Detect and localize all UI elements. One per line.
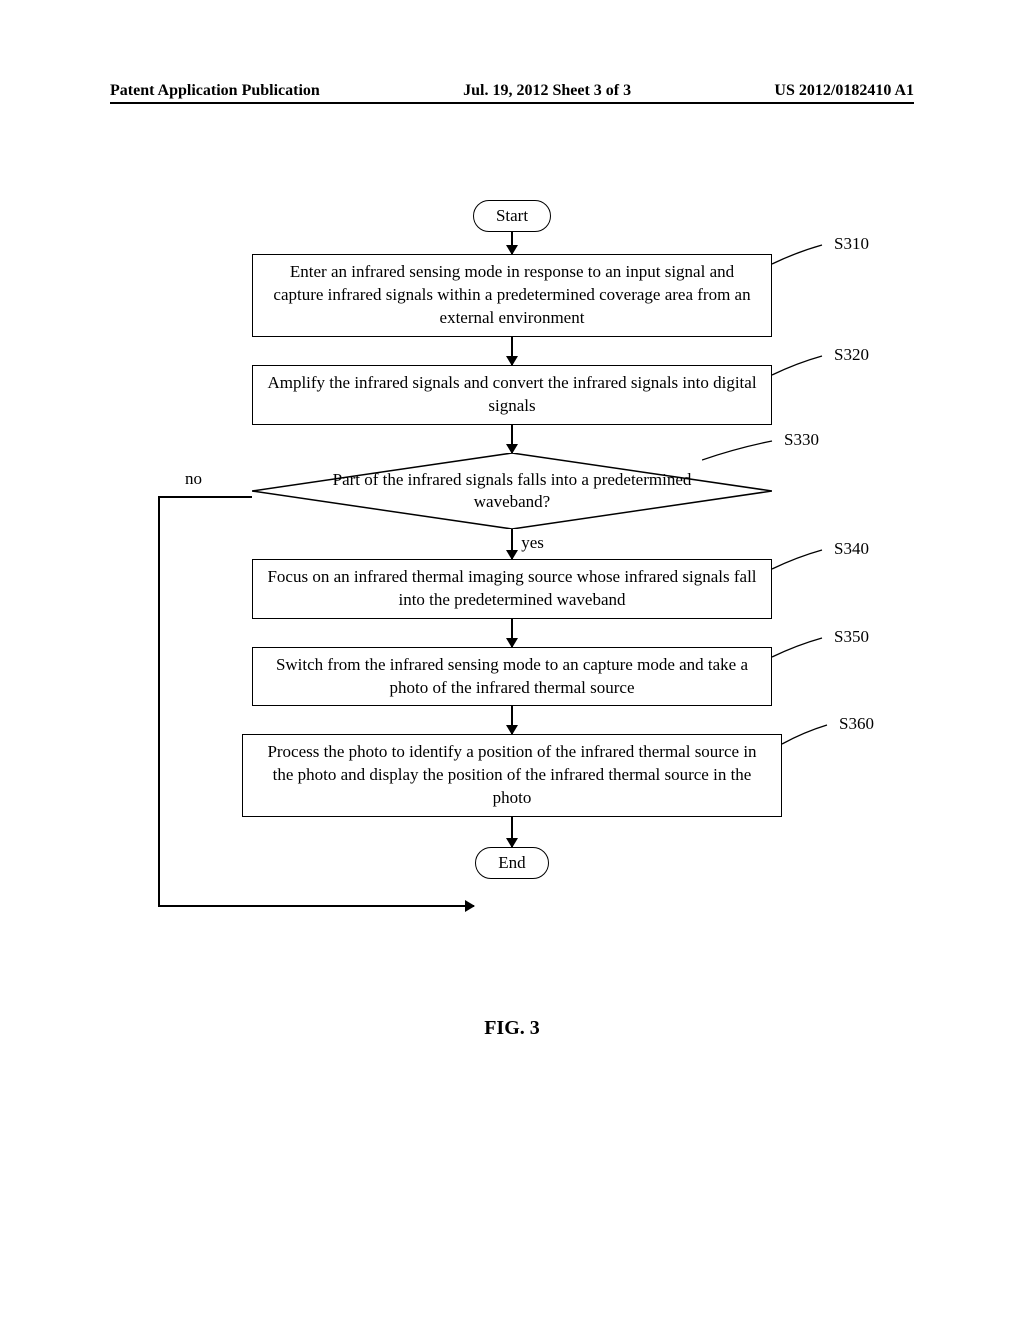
process-s340: Focus on an infrared thermal imaging sou… (252, 559, 772, 619)
start-terminal: Start (473, 200, 551, 232)
ref-s310: S310 (834, 234, 869, 254)
ref-s350: S350 (834, 627, 869, 647)
header-divider (110, 102, 914, 104)
decision-text: Part of the infrared signals falls into … (322, 469, 702, 513)
end-terminal: End (475, 847, 548, 879)
no-path-h2 (158, 905, 474, 907)
arrow-s360-end (511, 817, 513, 847)
leader-s330 (702, 438, 782, 468)
process-s320: Amplify the infrared signals and convert… (252, 365, 772, 425)
ref-s320: S320 (834, 345, 869, 365)
page-header: Patent Application Publication Jul. 19, … (0, 82, 1024, 100)
flowchart: Start Enter an infrared sensing mode in … (0, 200, 1024, 879)
no-label: no (185, 469, 202, 489)
ref-s330: S330 (784, 430, 819, 450)
decision-s330: Part of the infrared signals falls into … (252, 453, 772, 529)
process-s360: Process the photo to identify a position… (242, 734, 782, 817)
leader-s320 (772, 353, 832, 383)
leader-s350 (772, 635, 832, 665)
leader-s360 (782, 722, 837, 752)
leader-s310 (772, 242, 832, 272)
leader-s340 (772, 547, 832, 577)
no-path-v (158, 496, 160, 905)
process-s310: Enter an infrared sensing mode in respon… (252, 254, 772, 337)
header-left: Patent Application Publication (110, 82, 320, 100)
ref-s340: S340 (834, 539, 869, 559)
arrow-start-s310 (511, 232, 513, 254)
arrow-s320-s330 (511, 425, 513, 453)
arrow-s310-s320 (511, 337, 513, 365)
header-center: Jul. 19, 2012 Sheet 3 of 3 (463, 82, 631, 100)
process-s350: Switch from the infrared sensing mode to… (252, 647, 772, 707)
no-path-h1 (158, 496, 252, 498)
arrow-s340-s350 (511, 619, 513, 647)
ref-s360: S360 (839, 714, 874, 734)
arrow-s350-s360 (511, 706, 513, 734)
arrow-s330-yes (511, 529, 513, 559)
header-right: US 2012/0182410 A1 (774, 82, 914, 100)
figure-label: FIG. 3 (484, 1017, 540, 1040)
yes-label: yes (521, 533, 544, 553)
